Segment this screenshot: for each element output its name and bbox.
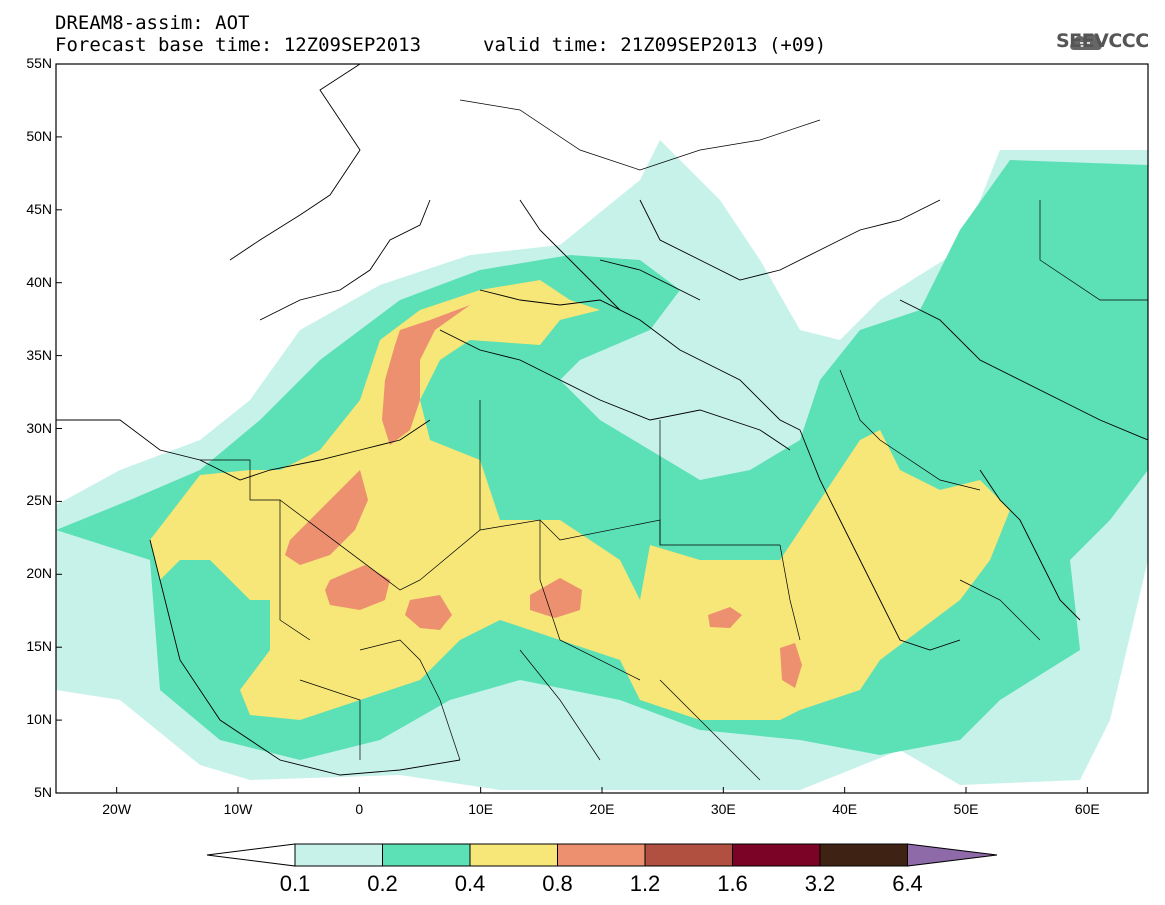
title-line-2-base-time: Forecast base time: 12Z09SEP2013 — [55, 34, 422, 56]
lat-label: 10N — [26, 711, 52, 728]
colorbar-label: 3.2 — [804, 871, 836, 896]
lat-label: 50N — [26, 127, 52, 144]
colorbar-label: 6.4 — [892, 871, 923, 896]
colorbar-label: 1.2 — [629, 871, 661, 896]
colorbar-label: 0.1 — [279, 871, 311, 896]
colorbar-swatch — [294, 843, 383, 867]
axis-ticks — [56, 63, 1088, 794]
lat-label: 30N — [26, 419, 52, 436]
lon-label: 20W — [102, 801, 132, 817]
lon-label: 10W — [223, 801, 253, 817]
colorbar-label: 0.2 — [367, 871, 398, 896]
colorbar-label: 0.4 — [454, 871, 486, 896]
colorbar-over-arrow — [907, 843, 998, 867]
lat-label: 20N — [26, 565, 52, 582]
lon-label: 0 — [355, 801, 364, 817]
colorbar-swatch — [644, 843, 733, 867]
lon-label: 10E — [468, 801, 494, 817]
lat-label: 55N — [26, 55, 52, 71]
title-line-2-valid-time: valid time: 21Z09SEP2013 (+09) — [483, 34, 827, 56]
lat-label: 40N — [26, 273, 52, 290]
colorbar-swatch — [382, 843, 471, 867]
country-borders — [200, 99, 1148, 781]
coastlines — [56, 64, 1148, 776]
lat-label: 25N — [26, 492, 52, 509]
lat-label: 45N — [26, 200, 52, 217]
colorbar-swatch — [469, 843, 558, 867]
lat-label: 5N — [34, 784, 52, 800]
lon-label: 40E — [832, 801, 858, 817]
aot-contours — [56, 140, 1148, 790]
colorbar-swatch — [819, 843, 908, 867]
colorbar-swatch — [732, 843, 821, 867]
title-line-1: DREAM8-assim: AOT — [55, 12, 250, 34]
colorbar-label: 0.8 — [542, 871, 573, 896]
colorbar — [206, 843, 998, 867]
lon-label: 30E — [710, 801, 736, 817]
lon-label: 50E — [953, 801, 979, 817]
lon-label: 60E — [1074, 801, 1100, 817]
colorbar-label: 1.6 — [717, 871, 748, 896]
lon-label: 20E — [589, 801, 615, 817]
logo-text: SEEVCCC — [1056, 30, 1149, 52]
lat-label: 35N — [26, 346, 52, 363]
colorbar-swatch — [557, 843, 646, 867]
lat-label: 15N — [26, 638, 52, 655]
cloud-logo-icon — [1070, 33, 1103, 50]
colorbar-under-arrow — [206, 843, 296, 867]
